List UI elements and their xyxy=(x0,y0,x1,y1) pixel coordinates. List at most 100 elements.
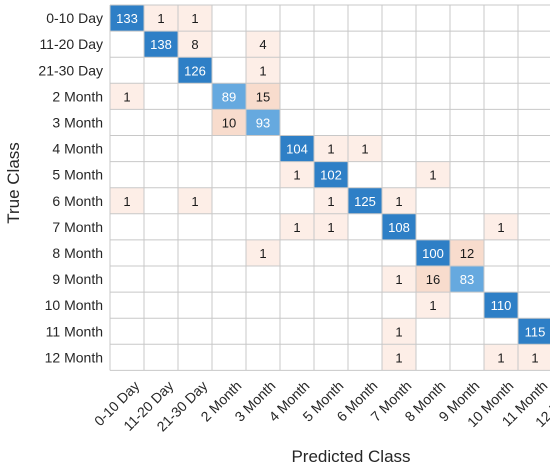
matrix-cell-10-3 xyxy=(212,266,246,293)
matrix-cell-2-3 xyxy=(212,57,246,84)
matrix-cell-11-1 xyxy=(144,292,178,319)
matrix-cell-9-1 xyxy=(144,239,178,266)
cell-value-11-11: 110 xyxy=(491,298,512,313)
matrix-cell-1-2 xyxy=(178,31,212,58)
matrix-cell-3-5 xyxy=(280,83,314,110)
matrix-cell-10-2 xyxy=(178,266,212,293)
matrix-cell-9-8 xyxy=(382,239,416,266)
y-tick-label: 2 Month xyxy=(52,88,103,104)
matrix-cell-8-10 xyxy=(450,213,484,240)
matrix-cell-5-9 xyxy=(416,135,450,162)
matrix-cell-11-4 xyxy=(246,292,280,319)
matrix-cell-6-10 xyxy=(450,161,484,188)
matrix-cell-3-4 xyxy=(246,83,280,110)
matrix-cell-2-2 xyxy=(178,57,212,84)
cell-value-7-8: 1 xyxy=(395,194,402,209)
matrix-cell-6-3 xyxy=(212,161,246,188)
matrix-cell-4-3 xyxy=(212,109,246,136)
cell-value-6-5: 1 xyxy=(293,168,300,183)
cell-value-2-2: 126 xyxy=(184,63,206,78)
cell-value-13-11: 1 xyxy=(497,350,504,365)
matrix-cell-9-0 xyxy=(110,239,144,266)
matrix-cell-11-7 xyxy=(348,292,382,319)
matrix-cell-0-1 xyxy=(144,5,178,32)
matrix-cell-2-10 xyxy=(450,57,484,84)
matrix-cell-4-2 xyxy=(178,109,212,136)
y-tick-label: 10 Month xyxy=(45,297,103,313)
y-tick-label: 8 Month xyxy=(52,245,103,261)
matrix-cell-9-6 xyxy=(314,239,348,266)
matrix-cell-8-1 xyxy=(144,213,178,240)
matrix-cell-2-4 xyxy=(246,57,280,84)
matrix-cell-0-3 xyxy=(212,5,246,32)
matrix-cell-7-4 xyxy=(246,187,280,214)
matrix-cell-8-2 xyxy=(178,213,212,240)
cell-value-8-5: 1 xyxy=(293,220,300,235)
matrix-cell-3-10 xyxy=(450,83,484,110)
matrix-cell-8-12 xyxy=(518,213,550,240)
matrix-cell-5-12 xyxy=(518,135,550,162)
matrix-cell-0-10 xyxy=(450,5,484,32)
x-axis-label: Predicted Class xyxy=(291,447,410,466)
cell-value-10-9: 16 xyxy=(426,272,440,287)
matrix-cell-9-5 xyxy=(280,239,314,266)
matrix-cell-12-11 xyxy=(484,318,518,345)
matrix-cell-1-10 xyxy=(450,31,484,58)
matrix-cell-13-9 xyxy=(416,344,450,371)
matrix-cell-8-4 xyxy=(246,213,280,240)
matrix-cell-8-6 xyxy=(314,213,348,240)
matrix-cell-11-8 xyxy=(382,292,416,319)
y-axis-label: True Class xyxy=(4,142,23,224)
matrix-cell-13-1 xyxy=(144,344,178,371)
matrix-cell-3-8 xyxy=(382,83,416,110)
values-layer: 133 1 1 138 8 4 126 1 1 89 15 10 93 104 1 1 1 102 1 1 1 1 125 1… xyxy=(116,11,546,365)
matrix-cell-10-7 xyxy=(348,266,382,293)
matrix-cell-13-8 xyxy=(382,344,416,371)
matrix-cell-1-5 xyxy=(280,31,314,58)
cell-value-5-5: 104 xyxy=(286,142,308,157)
matrix-cell-13-10 xyxy=(450,344,484,371)
cells-layer xyxy=(110,5,550,371)
matrix-cell-7-0 xyxy=(110,187,144,214)
matrix-cell-13-3 xyxy=(212,344,246,371)
matrix-cell-2-8 xyxy=(382,57,416,84)
matrix-cell-12-2 xyxy=(178,318,212,345)
matrix-cell-3-0 xyxy=(110,83,144,110)
matrix-cell-1-12 xyxy=(518,31,550,58)
matrix-cell-2-0 xyxy=(110,57,144,84)
cell-value-7-0: 1 xyxy=(123,194,130,209)
matrix-cell-1-9 xyxy=(416,31,450,58)
cell-value-3-3: 89 xyxy=(222,89,236,104)
matrix-cell-12-9 xyxy=(416,318,450,345)
y-tick-label: 3 Month xyxy=(52,114,103,130)
matrix-cell-7-6 xyxy=(314,187,348,214)
matrix-cell-8-5 xyxy=(280,213,314,240)
matrix-cell-10-8 xyxy=(382,266,416,293)
matrix-cell-7-11 xyxy=(484,187,518,214)
matrix-cell-12-10 xyxy=(450,318,484,345)
matrix-cell-4-5 xyxy=(280,109,314,136)
grid-layer xyxy=(109,4,550,371)
matrix-cell-2-7 xyxy=(348,57,382,84)
matrix-cell-3-12 xyxy=(518,83,550,110)
matrix-cell-9-3 xyxy=(212,239,246,266)
cell-value-12-12: 115 xyxy=(525,324,546,339)
matrix-cell-9-9 xyxy=(416,239,450,266)
matrix-cell-11-0 xyxy=(110,292,144,319)
cell-value-1-4: 4 xyxy=(259,37,266,52)
cell-value-8-8: 108 xyxy=(388,220,410,235)
cell-value-13-8: 1 xyxy=(395,350,402,365)
matrix-cell-7-3 xyxy=(212,187,246,214)
matrix-cell-10-4 xyxy=(246,266,280,293)
matrix-cell-3-3 xyxy=(212,83,246,110)
y-tick-label: 21-30 Day xyxy=(38,62,103,78)
cell-value-0-2: 1 xyxy=(191,11,198,26)
matrix-cell-9-10 xyxy=(450,239,484,266)
cell-value-10-10: 83 xyxy=(460,272,474,287)
matrix-cell-9-7 xyxy=(348,239,382,266)
matrix-cell-11-12 xyxy=(518,292,550,319)
matrix-cell-6-4 xyxy=(246,161,280,188)
cell-value-2-4: 1 xyxy=(259,63,266,78)
matrix-cell-3-6 xyxy=(314,83,348,110)
